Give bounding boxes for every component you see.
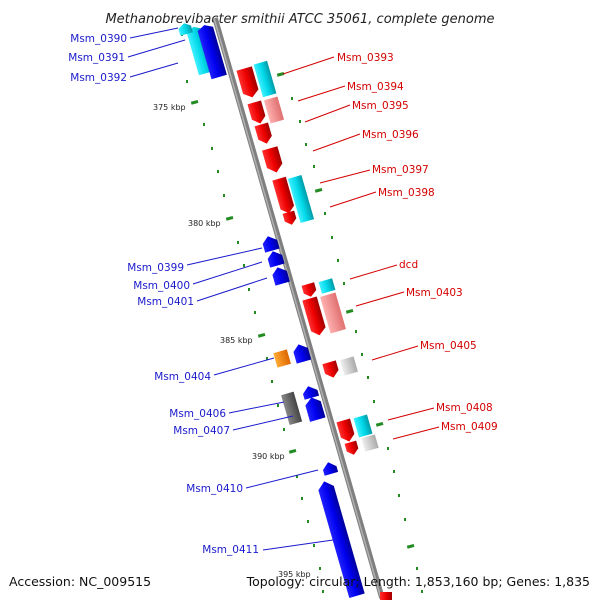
gene-label: Msm_0411 [202,544,259,556]
genome-summary-text: Topology: circular; Length: 1,853,160 bp… [246,574,590,589]
kbp-label: 385 kbp [220,336,253,345]
gene-label: Msm_0405 [420,340,477,352]
gene-label: Msm_0393 [337,52,394,64]
gene-arrow [318,481,365,598]
gene-label: Msm_0397 [372,164,429,176]
gene-features-right [236,60,392,600]
gene-labels-right: Msm_0393 Msm_0394 Msm_0395 Msm_0396 Msm_… [337,52,498,433]
accession-text: Accession: NC_009515 [9,574,151,589]
gene-label: Msm_0404 [154,371,211,383]
kbp-label: 395 kbp [278,570,311,579]
gene-arrow [262,236,280,253]
gene-arrow [197,25,227,80]
gene-arrow [281,391,303,426]
label-connectors-left [127,27,334,551]
gene-arrow [236,66,259,98]
gene-arrow [272,267,290,286]
gene-arrow [273,349,291,368]
gene-label: Msm_0399 [127,262,184,274]
gene-arrow [282,210,297,225]
gene-arrow [305,397,326,422]
gene-label: Msm_0410 [186,483,243,495]
gene-arrow [178,23,193,36]
gene-label: Msm_0403 [406,287,463,299]
gene-arrow [287,174,315,224]
gene-arrow [322,462,339,476]
gene-label: Msm_0390 [70,33,127,45]
gene-arrow [302,296,326,336]
gene-arrow [267,251,285,268]
gene-arrow [262,146,283,173]
gene-arrow [322,360,339,378]
gene-label: Msm_0395 [352,100,409,112]
kbp-label: 375 kbp [153,103,186,112]
ruler-ticks-right [276,71,423,593]
gene-features-left [178,23,365,598]
gene-arrow [344,440,359,455]
gene-label: Msm_0407 [173,425,230,437]
gene-label: Msm_0396 [362,129,419,141]
gene-arrow [320,292,346,334]
kbp-label: 390 kbp [252,452,285,461]
gene-label: Msm_0398 [378,187,435,199]
gene-label: Msm_0406 [169,408,226,420]
gene-arrow [263,96,285,124]
gene-arrow [361,434,379,452]
gene-label: Msm_0408 [436,402,493,414]
genome-backbone [212,17,385,599]
gene-arrow [380,592,392,600]
gene-label: Msm_0391 [68,52,125,64]
label-connectors-right [282,56,440,440]
gene-arrow [318,278,336,294]
gene-arrow [247,100,266,124]
gene-arrow [336,418,355,442]
gene-label: Msm_0392 [70,72,127,84]
gene-labels-left: Msm_0390 Msm_0391 Msm_0392 Msm_0399 Msm_… [68,33,259,556]
gene-label: Msm_0409 [441,421,498,433]
gene-arrow [254,122,272,144]
kbp-label: 380 kbp [188,219,221,228]
gene-arrow [302,386,320,400]
map-title: Methanobrevibacter smithii ATCC 35061, c… [105,12,494,27]
gene-label: dcd [399,259,418,271]
gene-label: Msm_0394 [347,81,404,93]
gene-arrow [253,60,277,98]
kbp-labels: 375 kbp 380 kbp 385 kbp 390 kbp 395 kbp [153,103,311,579]
gene-label: Msm_0400 [133,280,190,292]
gene-arrow [340,356,358,376]
gene-arrow [293,344,312,364]
gene-arrow [353,414,373,438]
gene-label: Msm_0401 [137,296,194,308]
gene-arrow [301,282,317,297]
gene-arrow [272,176,295,214]
